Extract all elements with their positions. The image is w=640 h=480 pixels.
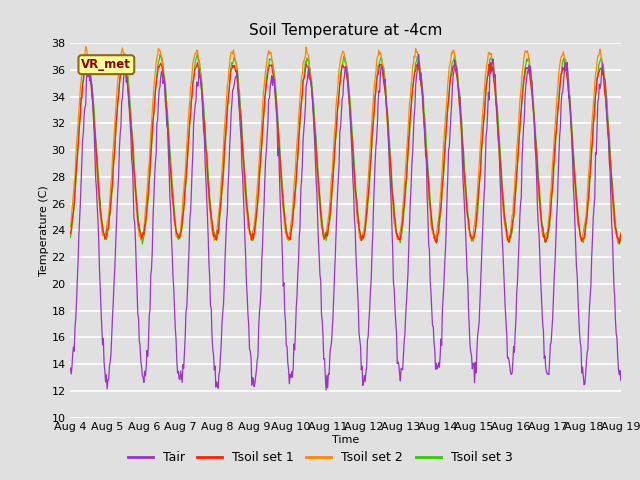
X-axis label: Time: Time (332, 435, 359, 445)
Text: VR_met: VR_met (81, 58, 131, 71)
Y-axis label: Temperature (C): Temperature (C) (38, 185, 49, 276)
Legend: Tair, Tsoil set 1, Tsoil set 2, Tsoil set 3: Tair, Tsoil set 1, Tsoil set 2, Tsoil se… (123, 446, 517, 469)
Title: Soil Temperature at -4cm: Soil Temperature at -4cm (249, 23, 442, 38)
